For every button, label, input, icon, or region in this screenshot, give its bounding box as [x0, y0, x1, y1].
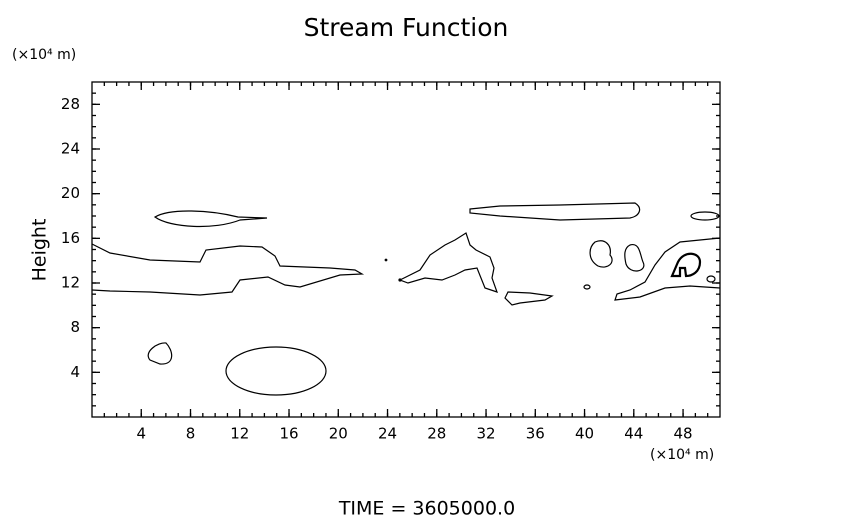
footer: TIME = 3605000.0: [338, 498, 515, 519]
x-tick-label: 40: [575, 425, 594, 443]
contour: [91, 243, 365, 296]
x-tick-label: 4: [136, 425, 146, 443]
x-tick-label: 48: [674, 425, 693, 443]
contour: [614, 237, 721, 301]
y-tick-label: 4: [70, 363, 80, 381]
x-unit-label: (×10⁴ m): [650, 447, 714, 463]
contours: [91, 202, 721, 396]
contour: [147, 342, 173, 365]
x-tick-label: 36: [526, 425, 545, 443]
contour: [398, 278, 402, 282]
contour: [589, 240, 613, 268]
x-tick-label: 32: [476, 425, 495, 443]
y-axis-label: Height: [29, 219, 51, 282]
y-unit-label: (×10⁴ m): [12, 47, 76, 63]
x-tick-label: 44: [624, 425, 643, 443]
contour: [469, 202, 641, 221]
x-tick-label: 20: [329, 425, 348, 443]
contour: [706, 275, 716, 283]
contour: [504, 291, 554, 306]
chart-title: Stream Function: [304, 13, 509, 42]
x-tick-label: 28: [427, 425, 446, 443]
contour: [384, 258, 388, 262]
y-tick-label: 16: [61, 229, 80, 247]
x-tick-label: 8: [186, 425, 196, 443]
contour: [583, 284, 591, 290]
y-tick-label: 20: [61, 184, 80, 202]
y-tick-label: 28: [61, 95, 80, 113]
contour: [670, 252, 702, 278]
contour: [398, 232, 498, 293]
contour: [225, 346, 327, 396]
x-tick-label: 12: [230, 425, 249, 443]
y-tick-label: 12: [61, 274, 80, 292]
contour: [624, 243, 645, 272]
y-tick-label: 8: [70, 318, 80, 336]
contour: [690, 211, 720, 221]
y-tick-label: 24: [61, 140, 80, 158]
x-tick-label: 24: [378, 425, 397, 443]
contour: [153, 210, 268, 228]
x-tick-label: 16: [279, 425, 298, 443]
